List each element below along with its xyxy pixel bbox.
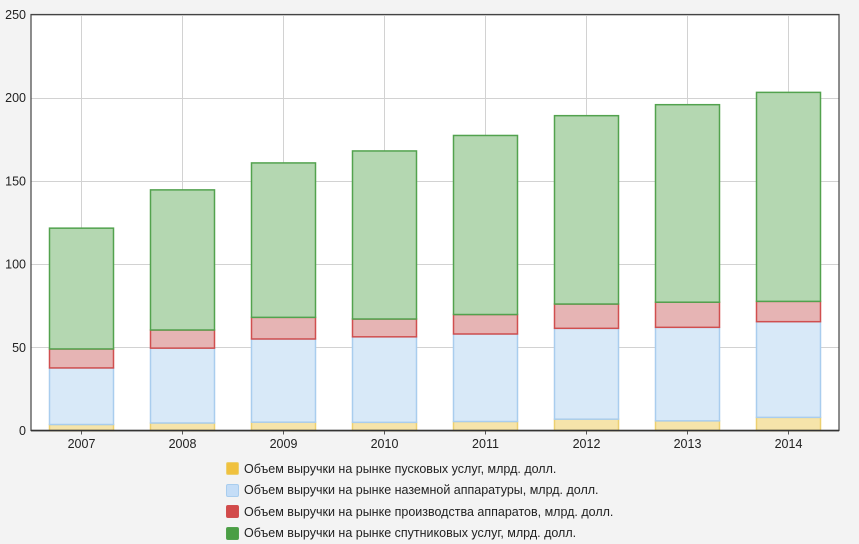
bar-segment-2009-s0[interactable]: [252, 422, 316, 430]
x-tick-label: 2007: [68, 437, 96, 451]
bar-segment-2007-s1[interactable]: [50, 368, 114, 425]
bar-segment-2010-s1[interactable]: [353, 337, 417, 423]
bar-segment-2007-s3[interactable]: [50, 228, 114, 349]
x-tick-label: 2010: [371, 437, 399, 451]
y-tick-label: 250: [5, 8, 26, 22]
bar-segment-2013-s0[interactable]: [656, 421, 720, 431]
legend-item-ground[interactable]: Объем выручки на рынке наземной аппарату…: [226, 480, 613, 502]
x-tick-label: 2013: [674, 437, 702, 451]
x-tick-label: 2011: [472, 437, 499, 451]
x-tick-label: 2012: [573, 437, 601, 451]
bar-segment-2011-s0[interactable]: [454, 422, 518, 431]
bar-segment-2009-s2[interactable]: [252, 317, 316, 339]
bar-segment-2012-s1[interactable]: [555, 328, 619, 419]
legend-swatch-launch: [226, 462, 239, 475]
legend-item-manufacturing[interactable]: Объем выручки на рынке производства аппа…: [226, 501, 613, 523]
legend-swatch-ground: [226, 484, 239, 497]
bar-segment-2012-s2[interactable]: [555, 304, 619, 328]
legend: Объем выручки на рынке пусковых услуг, м…: [226, 458, 613, 544]
legend-item-launch[interactable]: Объем выручки на рынке пусковых услуг, м…: [226, 458, 613, 480]
bar-segment-2009-s1[interactable]: [252, 339, 316, 422]
bar-segment-2014-s0[interactable]: [757, 417, 821, 430]
bar-segment-2013-s1[interactable]: [656, 327, 720, 421]
bar-segment-2012-s0[interactable]: [555, 419, 619, 430]
bar-segment-2013-s2[interactable]: [656, 302, 720, 327]
bar-segment-2009-s3[interactable]: [252, 163, 316, 317]
legend-item-satellite[interactable]: Объем выручки на рынке спутниковых услуг…: [226, 523, 613, 544]
bar-segment-2013-s3[interactable]: [656, 105, 720, 303]
bar-segment-2008-s1[interactable]: [151, 348, 215, 423]
bar-segment-2012-s3[interactable]: [555, 116, 619, 304]
bar-segment-2007-s0[interactable]: [50, 425, 114, 431]
y-tick-label: 50: [12, 341, 26, 355]
bar-segment-2008-s3[interactable]: [151, 190, 215, 330]
bar-segment-2011-s2[interactable]: [454, 315, 518, 334]
x-tick-label: 2014: [775, 437, 803, 451]
bar-segment-2010-s2[interactable]: [353, 319, 417, 337]
legend-label-satellite: Объем выручки на рынке спутниковых услуг…: [244, 526, 576, 540]
bar-segment-2010-s3[interactable]: [353, 151, 417, 319]
bar-segment-2010-s0[interactable]: [353, 422, 417, 430]
legend-label-ground: Объем выручки на рынке наземной аппарату…: [244, 483, 599, 497]
legend-swatch-satellite: [226, 527, 239, 540]
legend-label-launch: Объем выручки на рынке пусковых услуг, м…: [244, 462, 556, 476]
y-tick-label: 200: [5, 91, 26, 105]
bar-segment-2011-s1[interactable]: [454, 334, 518, 422]
legend-label-manufacturing: Объем выручки на рынке производства аппа…: [244, 505, 613, 519]
bar-segment-2014-s3[interactable]: [757, 92, 821, 301]
legend-swatch-manufacturing: [226, 505, 239, 518]
bar-segment-2008-s0[interactable]: [151, 423, 215, 430]
y-tick-label: 100: [5, 258, 26, 272]
x-tick-label: 2009: [270, 437, 298, 451]
y-tick-label: 150: [5, 174, 26, 188]
bar-segment-2008-s2[interactable]: [151, 330, 215, 348]
bar-segment-2014-s2[interactable]: [757, 301, 821, 321]
bar-segment-2007-s2[interactable]: [50, 349, 114, 368]
bar-segment-2011-s3[interactable]: [454, 135, 518, 314]
y-tick-label: 0: [19, 424, 26, 438]
bar-segment-2014-s1[interactable]: [757, 322, 821, 418]
x-tick-label: 2008: [169, 437, 197, 451]
